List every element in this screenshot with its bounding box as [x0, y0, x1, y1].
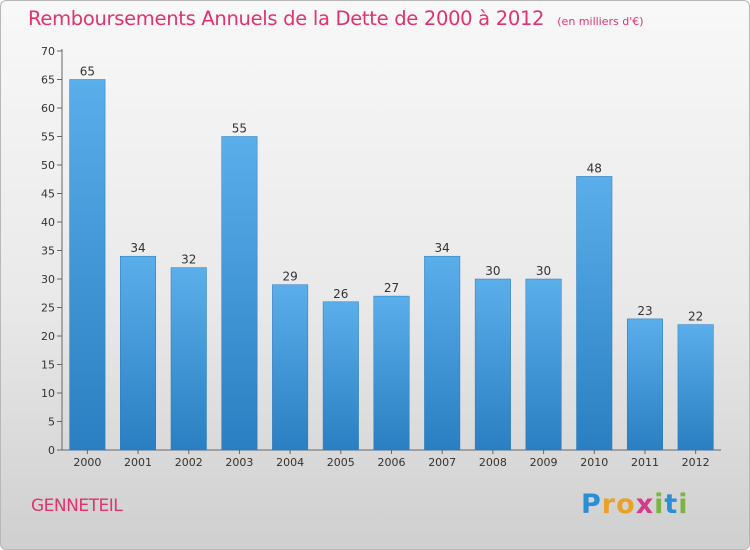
- brand-letter: x: [635, 489, 655, 520]
- bar: [525, 278, 562, 451]
- bar-value-label: 34: [130, 241, 145, 255]
- y-tick-label: 20: [41, 330, 55, 343]
- x-tick-label: 2003: [225, 456, 253, 469]
- bar-value-label: 29: [282, 270, 297, 284]
- x-tick-label: 2010: [580, 456, 608, 469]
- bar-value-label: 30: [485, 264, 500, 278]
- bar-value-label: 55: [232, 122, 247, 136]
- y-tick-label: 25: [41, 302, 55, 315]
- y-tick-label: 45: [41, 188, 55, 201]
- bar: [221, 136, 258, 451]
- bar-value-label: 26: [333, 287, 348, 301]
- brand-letter: i: [654, 489, 665, 520]
- bar-value-label: 27: [384, 281, 399, 295]
- x-tick-label: 2008: [479, 456, 507, 469]
- y-tick-label: 5: [48, 416, 55, 429]
- bar-value-label: 34: [435, 241, 450, 255]
- brand-logo: Proxiti: [581, 489, 689, 520]
- bar: [424, 255, 461, 451]
- chart-title: Remboursements Annuels de la Dette de 20…: [28, 7, 644, 30]
- bar: [626, 318, 663, 451]
- y-tick-label: 35: [41, 245, 55, 258]
- y-tick-label: 65: [41, 74, 55, 87]
- bar: [677, 324, 714, 451]
- x-tick-label: 2011: [631, 456, 659, 469]
- chart-title-main: Remboursements Annuels de la Dette de 20…: [28, 7, 545, 30]
- y-tick-label: 60: [41, 102, 55, 115]
- y-axis: 0 5 10 15 20 25 30 35 40 45 50 55 60 65 70: [41, 45, 63, 457]
- x-tick-label: 2012: [682, 456, 710, 469]
- x-tick-label: 2006: [378, 456, 406, 469]
- y-tick-label: 30: [41, 273, 55, 286]
- brand-letter: i: [678, 489, 689, 520]
- bar: [373, 295, 410, 451]
- x-tick-label: 2007: [428, 456, 456, 469]
- bar: [170, 267, 207, 451]
- bar-value-label: 48: [587, 161, 602, 175]
- y-tick-label: 40: [41, 216, 55, 229]
- bar: [272, 284, 309, 451]
- chart-title-unit: (en milliers d'€): [557, 15, 644, 28]
- x-tick-label: 2000: [73, 456, 101, 469]
- bar-value-label: 22: [688, 310, 703, 324]
- bar: [576, 176, 613, 451]
- y-tick-label: 10: [41, 387, 55, 400]
- bar-value-label: 23: [637, 304, 652, 318]
- x-tick-label: 2001: [124, 456, 152, 469]
- bar: [69, 79, 106, 451]
- brand-letter: o: [616, 489, 636, 520]
- brand-letter: t: [664, 489, 679, 520]
- bar-value-label: 65: [80, 65, 95, 79]
- bars: 65 34 32 55 29 26 27 34 30 30 48 23 22: [69, 65, 714, 451]
- bar-value-label: 32: [181, 253, 196, 267]
- x-axis: 2000 2001 2002 2003 2004 2005 2006 2007 2008 2009…: [62, 449, 721, 469]
- bar: [120, 255, 157, 451]
- y-tick-label: 15: [41, 359, 55, 372]
- bar: [474, 278, 511, 451]
- x-tick-label: 2009: [530, 456, 558, 469]
- y-tick-label: 70: [41, 45, 55, 58]
- y-tick-label: 55: [41, 131, 55, 144]
- commune-name: GENNETEIL: [31, 496, 123, 516]
- brand-letter: r: [601, 489, 617, 520]
- brand-letter: P: [581, 489, 602, 520]
- bar: [322, 301, 359, 451]
- x-tick-label: 2005: [327, 456, 355, 469]
- y-tick-label: 50: [41, 159, 55, 172]
- y-tick-label: 0: [48, 444, 55, 457]
- x-tick-label: 2004: [276, 456, 304, 469]
- x-tick-label: 2002: [175, 456, 203, 469]
- bar-value-label: 30: [536, 264, 551, 278]
